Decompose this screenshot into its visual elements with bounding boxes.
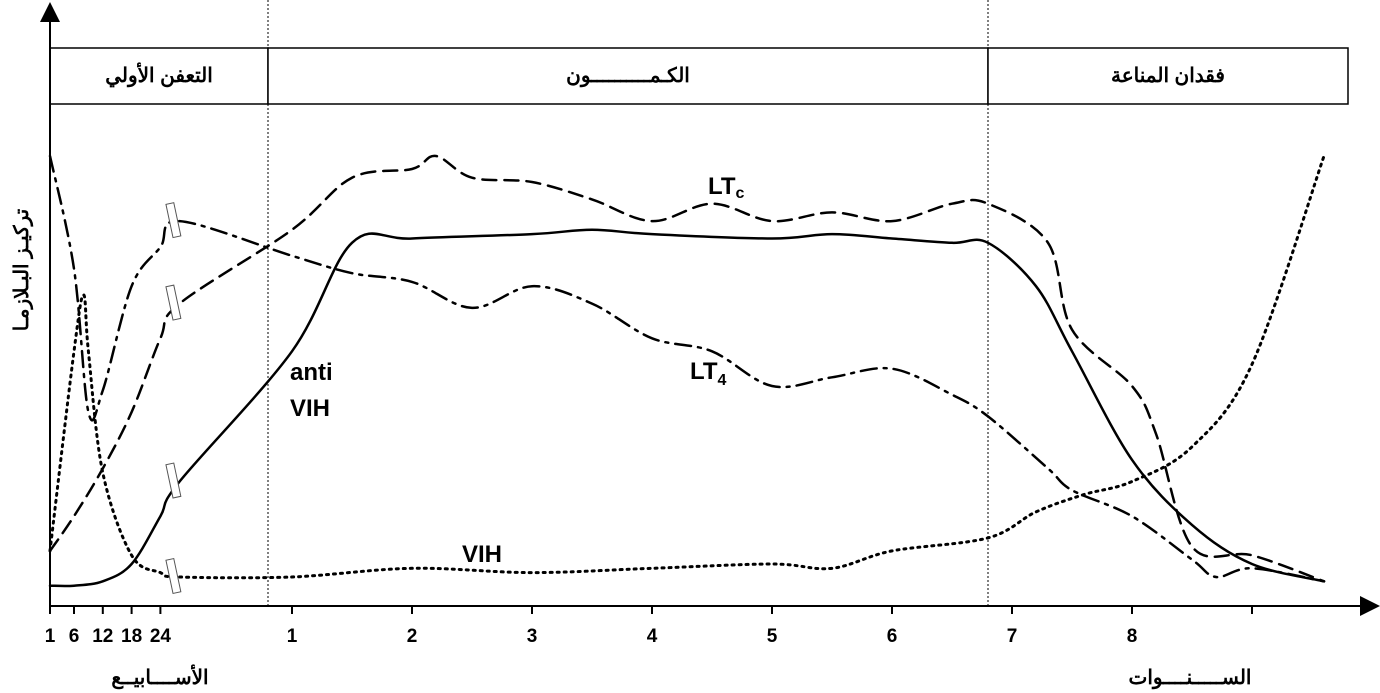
axis-break-marker: [165, 557, 182, 595]
label-anti: anti: [290, 359, 333, 386]
x-axis-title-years: الســـــنــــوات: [1129, 667, 1252, 690]
week-tick-label: 18: [121, 626, 142, 647]
axis-break-marker: [165, 202, 182, 239]
y-axis-title: تركيـز البـلازمـا: [11, 208, 34, 331]
phase-box-primary: [49, 47, 269, 105]
year-tick-label: 3: [527, 626, 538, 647]
label-ltc: LTc: [708, 173, 745, 202]
phase-label-primary: التعفن الأولي: [105, 62, 213, 88]
year-tick-label: 5: [767, 626, 778, 647]
phase-box-aids: [987, 47, 1349, 105]
label-lt4: LT4: [690, 358, 727, 389]
year-tick-label: 4: [647, 626, 658, 647]
curve-lt4: [48, 154, 1326, 583]
axis-break-markers: [165, 202, 182, 595]
week-tick-label: 1: [45, 626, 56, 647]
curve-ltc: [48, 154, 1326, 583]
week-tick-label: 6: [69, 626, 80, 647]
x-axis-ticks: 1 6 12 18 24 1 2 3 4 5 6 7 8: [45, 606, 1253, 647]
phase-box-latency: [267, 47, 989, 105]
curves: [48, 154, 1326, 588]
week-tick-label: 12: [92, 626, 113, 647]
curve-vih: [48, 154, 1326, 580]
year-tick-label: 2: [407, 626, 418, 647]
x-axis-title-weeks: الأســــابيــع: [111, 664, 208, 690]
year-tick-label: 8: [1127, 626, 1138, 647]
axis-break-marker: [165, 284, 182, 321]
label-vih: VIH: [462, 541, 502, 568]
curve-anti-vih: [48, 228, 1326, 588]
week-tick-label: 24: [150, 626, 172, 647]
year-tick-label: 6: [887, 626, 898, 647]
phase-label-aids: فقدان المناعة: [1111, 65, 1225, 87]
label-anti-vih: VIH: [290, 395, 330, 422]
phase-label-latency: الكـمــــــــــون: [566, 65, 690, 88]
year-tick-label: 1: [287, 626, 298, 647]
axis-break-marker: [165, 462, 182, 499]
phase-header: التعفن الأولي الكـمــــــــــون فقدان ال…: [49, 47, 1349, 105]
year-tick-label: 7: [1007, 626, 1018, 647]
